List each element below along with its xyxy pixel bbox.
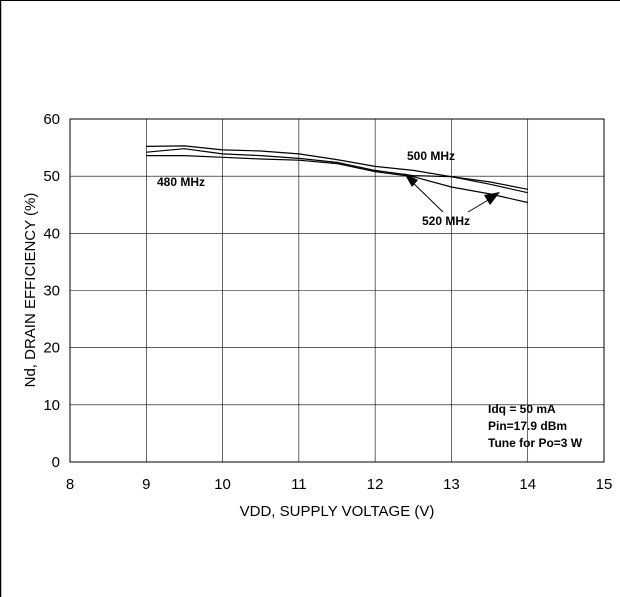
label-520-mhz: 520 MHz [422,214,470,228]
plot-area-border [69,118,605,463]
x-tick-label: 12 [367,476,384,493]
series-line-500-mhz [146,145,528,190]
condition-line: Idq = 50 mA [488,402,556,416]
conditions-note: Idq = 50 mA Pin=17.9 dBm Tune for Po=3 W [488,402,583,450]
y-tick-label: 10 [43,397,60,414]
y-tick-label: 20 [43,340,60,357]
series-lines [146,145,528,204]
grid-lines [70,119,604,462]
label-480-mhz: 480 MHz [157,175,205,189]
x-tick-label: 15 [596,476,613,493]
arrow-right-head [484,192,500,205]
y-tick-label: 0 [52,454,60,471]
x-tick-label: 14 [519,476,536,493]
y-tick-label: 30 [43,283,60,300]
series-line-520-mhz [146,155,528,204]
x-tick-label: 11 [291,476,307,493]
y-axis-label: Nd, DRAIN EFFICIENCY (%) [22,193,39,388]
y-tick-labels: 0 10 20 30 40 50 60 [43,111,60,471]
x-tick-label: 8 [66,476,74,493]
series-line-480-mhz [146,148,528,194]
x-axis-label: VDD, SUPPLY VOLTAGE (V) [240,503,435,520]
x-tick-label: 13 [443,476,460,493]
y-tick-label: 40 [43,225,60,242]
label-500-mhz: 500 MHz [407,149,455,163]
x-tick-label: 9 [142,476,150,493]
condition-line: Tune for Po=3 W [488,436,583,450]
x-tick-label: 10 [214,476,231,493]
y-tick-label: 50 [43,168,60,185]
arrow-left-head [404,173,418,187]
condition-line: Pin=17.9 dBm [488,419,567,433]
y-tick-label: 60 [43,111,60,128]
x-tick-labels: 8 9 10 11 12 13 14 15 [66,476,613,493]
